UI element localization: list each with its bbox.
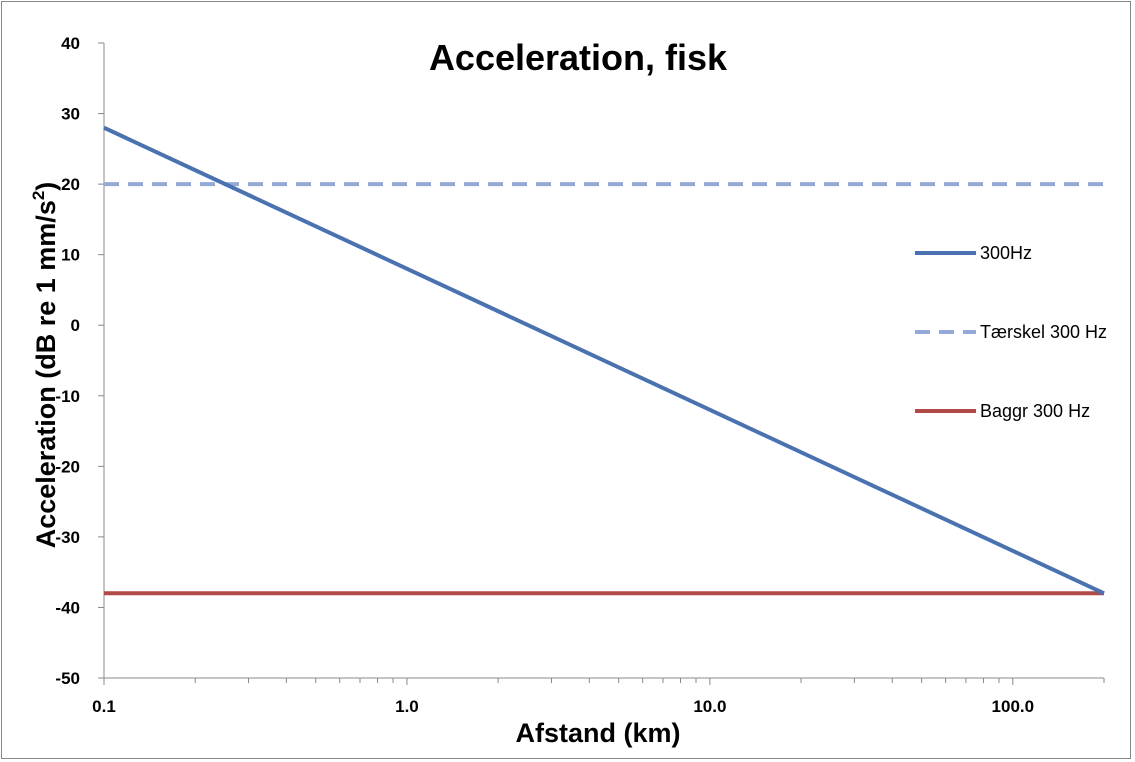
y-axis-title-suffix: ) [31,182,61,191]
legend-label-1: Tærskel 300 Hz [980,322,1107,342]
y-tick-labels: -50 -40 -30 -20 -10 0 10 20 30 40 [55,34,80,688]
x-tick-label: 100.0 [992,697,1035,716]
series-line-0 [103,125,1105,596]
y-tick-label: 40 [61,34,80,53]
y-tick-label: 20 [61,175,80,194]
legend-label-0: 300Hz [980,243,1032,263]
y-tick-label: -10 [55,387,80,406]
y-tick-label: -30 [55,528,80,547]
y-tick-label: -40 [55,598,80,617]
series-layer [103,125,1105,596]
y-axis-title-sup: 2 [29,191,48,200]
x-tick-label: 10.0 [693,697,726,716]
y-tick-label: 10 [61,246,80,265]
y-tick-label: -50 [55,669,80,688]
plot-axes [98,42,1105,685]
legend-label-2: Baggr 300 Hz [980,401,1090,421]
x-tick-labels: 0.1 1.0 10.0 100.0 [92,697,1034,716]
legend: 300Hz Tærskel 300 Hz Baggr 300 Hz [915,243,1107,421]
y-axis-title-main: Acceleration (dB re 1 mm/s [31,200,61,548]
y-axis-title: Acceleration (dB re 1 mm/s2) [29,182,61,549]
y-tick-label: 30 [61,105,80,124]
chart-title: Acceleration, fisk [429,37,728,78]
x-axis-title: Afstand (km) [515,718,680,748]
x-tick-label: 1.0 [395,697,419,716]
x-tick-label: 0.1 [92,697,116,716]
y-tick-label: -20 [55,457,80,476]
y-tick-label: 0 [71,316,80,335]
